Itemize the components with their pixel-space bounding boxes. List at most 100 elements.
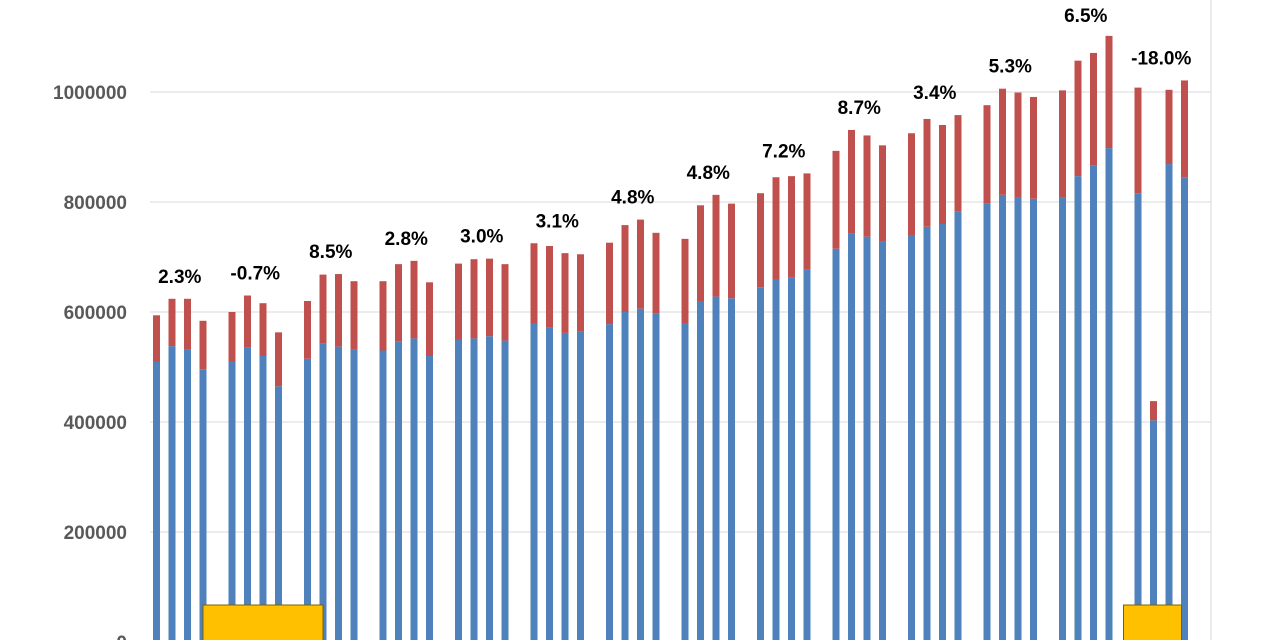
bar-segment-top: [153, 315, 160, 362]
bar-segment-top: [712, 194, 720, 297]
bar-segment-top: [606, 242, 613, 325]
bar-segment-bottom: [681, 323, 689, 640]
bar-segment-bottom: [319, 343, 327, 640]
bar-segment-bottom: [954, 211, 962, 640]
group-change-label: 2.3%: [158, 267, 201, 288]
bar-segment-bottom: [728, 298, 735, 640]
bar-segment-bottom: [228, 361, 236, 640]
bar-segment-bottom: [486, 336, 493, 640]
group-change-label: 3.0%: [460, 227, 503, 248]
bar-segment-top: [652, 232, 660, 314]
y-tick-label: 400000: [64, 413, 127, 434]
bar-segment-top: [1030, 96, 1037, 199]
bar-segment-bottom: [621, 312, 629, 640]
bar-segment-top: [832, 150, 840, 249]
bar-segment-bottom: [832, 248, 840, 640]
bar-segment-bottom: [546, 327, 553, 640]
group-labels: 2.3% -0.7% 8.5% 2.8% 3.0% 3.1% 4.8% 4.8% 7.2% 8.7…: [158, 6, 1191, 288]
y-tick-label: 200000: [64, 523, 127, 544]
bar-segment-top: [501, 264, 509, 341]
bar-segment-bottom: [184, 349, 191, 640]
bar-segment-top: [1074, 60, 1082, 177]
bar-segment-top: [999, 88, 1006, 195]
bar-segment-top: [410, 260, 418, 339]
bar-segment-bottom: [712, 296, 720, 640]
bar-segment-bottom: [259, 356, 267, 640]
bar-segment-top: [379, 281, 387, 351]
bar-segment-bottom: [530, 323, 538, 640]
bar-segment-bottom: [637, 308, 644, 640]
bar-segment-bottom: [1181, 177, 1188, 640]
bar-segment-bottom: [395, 341, 402, 640]
y-tick-label: 800000: [64, 193, 127, 214]
bar-segment-bottom: [1090, 165, 1097, 640]
group-change-label: 8.7%: [838, 98, 881, 119]
bar-segment-bottom: [803, 269, 811, 640]
bar-segment-bottom: [501, 340, 509, 640]
bar-segment-top: [546, 246, 553, 328]
bar-segment-top: [681, 238, 689, 323]
bar-segment-bottom: [908, 235, 915, 640]
y-tick-label: 600000: [64, 303, 127, 324]
bar-segment-bottom: [1134, 193, 1142, 640]
bar-segment-top: [304, 301, 311, 359]
bar-segment-top: [728, 203, 735, 299]
bar-segment-top: [772, 177, 780, 279]
bar-segment-bottom: [1014, 197, 1022, 640]
bar-segment-bottom: [939, 224, 946, 640]
bar-segment-top: [788, 176, 795, 278]
bar-segment-bottom: [1059, 197, 1066, 640]
bars: [153, 35, 1188, 640]
bar-segment-bottom: [923, 226, 931, 640]
bar-segment-top: [184, 298, 191, 350]
bar-segment-top: [1059, 90, 1066, 198]
bar-segment-bottom: [848, 233, 855, 640]
bar-segment-bottom: [561, 332, 569, 640]
bar-segment-top: [1165, 89, 1173, 165]
bar-segment-bottom: [244, 347, 251, 640]
bar-segment-bottom: [470, 338, 478, 640]
bar-segment-bottom: [350, 349, 358, 640]
bar-segment-bottom: [863, 236, 871, 640]
bar-segment-bottom: [1074, 176, 1082, 640]
bar-segment-bottom: [1165, 164, 1173, 640]
group-change-label: 8.5%: [309, 242, 352, 263]
bar-segment-top: [803, 173, 811, 270]
bar-segment-bottom: [153, 361, 160, 640]
bar-segment-top: [1181, 80, 1188, 178]
bar-segment-bottom: [1105, 148, 1113, 640]
bar-segment-top: [395, 264, 402, 342]
bar-segment-bottom: [879, 241, 886, 640]
bar-segment-top: [1134, 87, 1142, 194]
highlight-box: [202, 604, 324, 640]
bar-segment-top: [848, 129, 855, 234]
bar-segment-top: [983, 105, 991, 204]
bar-segment-top: [1014, 92, 1022, 198]
bar-segment-top: [168, 298, 176, 347]
bar-segment-bottom: [772, 279, 780, 640]
group-change-label: 3.1%: [536, 211, 579, 232]
bar-segment-bottom: [1150, 420, 1157, 640]
group-change-label: -0.7%: [230, 264, 280, 285]
bar-segment-top: [697, 205, 704, 301]
bar-segment-top: [939, 125, 946, 224]
bar-segment-top: [275, 332, 282, 387]
bar-segment-top: [228, 312, 236, 362]
bar-segment-top: [259, 303, 267, 356]
bar-segment-bottom: [697, 301, 704, 640]
y-tick-label: 0: [116, 633, 127, 640]
bar-segment-bottom: [304, 358, 311, 640]
bar-segment-top: [908, 133, 915, 235]
group-change-label: 5.3%: [989, 57, 1032, 78]
bar-segment-bottom: [788, 277, 795, 640]
highlight-boxes: [202, 604, 1182, 640]
bar-segment-top: [530, 243, 538, 323]
bar-segment-bottom: [757, 287, 764, 640]
bar-segment-bottom: [379, 350, 387, 640]
bar-segment-bottom: [199, 369, 207, 640]
bar-segment-bottom: [168, 346, 176, 640]
bar-segment-bottom: [426, 356, 433, 640]
bar-segment-top: [561, 253, 569, 333]
bar-segment-bottom: [577, 331, 584, 640]
